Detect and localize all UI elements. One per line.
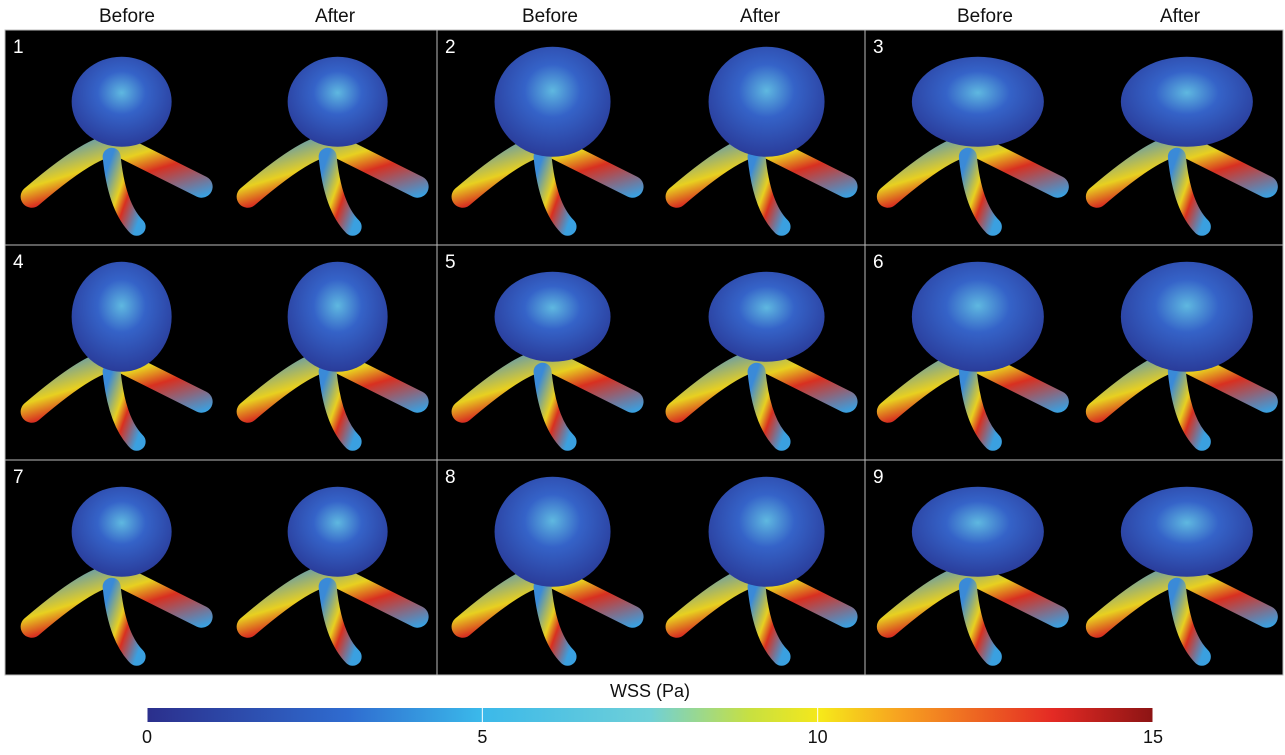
panel: 3 — [865, 30, 1283, 245]
panel-number: 4 — [13, 252, 24, 273]
column-header: After — [315, 6, 356, 27]
colorbar-tick-label: 0 — [142, 727, 152, 747]
page: {"column_headers": ["Before", "After", "… — [0, 0, 1285, 750]
aneurysm — [912, 262, 1044, 372]
panel: 2 — [437, 30, 865, 245]
aneurysm — [288, 487, 388, 577]
column-header: After — [1160, 6, 1201, 27]
aneurysm — [72, 57, 172, 147]
aneurysm — [709, 272, 825, 362]
panel-number: 6 — [873, 252, 884, 273]
figure: 1 2 3 4 5 6 7 8 9 Before After Before After Before Af… — [0, 0, 1285, 750]
panel-number: 2 — [445, 37, 456, 58]
panel: 9 — [865, 460, 1283, 675]
panel-number: 8 — [445, 467, 456, 488]
panel-number: 9 — [873, 467, 884, 488]
column-header: Before — [522, 6, 578, 27]
colorbar-tick-label: 15 — [1143, 727, 1163, 747]
panel: 6 — [865, 245, 1283, 460]
aneurysm — [495, 477, 611, 587]
aneurysm — [72, 262, 172, 372]
column-headers: Before After Before After Before After — [99, 6, 1201, 27]
panel: 5 — [437, 245, 865, 460]
panel-number: 5 — [445, 252, 456, 273]
colorbar-tick-label: 10 — [808, 727, 828, 747]
aneurysm — [1121, 57, 1253, 147]
colorbar-tick-label: 5 — [477, 727, 487, 747]
aneurysm — [912, 487, 1044, 577]
aneurysm — [495, 272, 611, 362]
aneurysm — [1121, 262, 1253, 372]
colorbar — [147, 708, 1153, 722]
column-header: Before — [957, 6, 1013, 27]
column-header: After — [740, 6, 781, 27]
aneurysm — [288, 262, 388, 372]
panel-background — [5, 30, 437, 245]
panel-number: 1 — [13, 37, 24, 58]
panel-grid: 1 2 3 4 5 6 7 8 9 — [5, 30, 1283, 675]
panel-number: 7 — [13, 467, 24, 488]
panel: 1 — [5, 30, 437, 245]
column-header: Before — [99, 6, 155, 27]
aneurysm — [1121, 487, 1253, 577]
aneurysm — [495, 47, 611, 157]
aneurysm — [709, 47, 825, 157]
aneurysm — [912, 57, 1044, 147]
aneurysm — [72, 487, 172, 577]
colorbar-label: WSS (Pa) — [610, 681, 690, 701]
panel: 7 — [5, 460, 437, 675]
panel-number: 3 — [873, 37, 884, 58]
panel: 8 — [437, 460, 865, 675]
panel-background — [5, 460, 437, 675]
panel: 4 — [5, 245, 437, 460]
aneurysm — [709, 477, 825, 587]
aneurysm — [288, 57, 388, 147]
